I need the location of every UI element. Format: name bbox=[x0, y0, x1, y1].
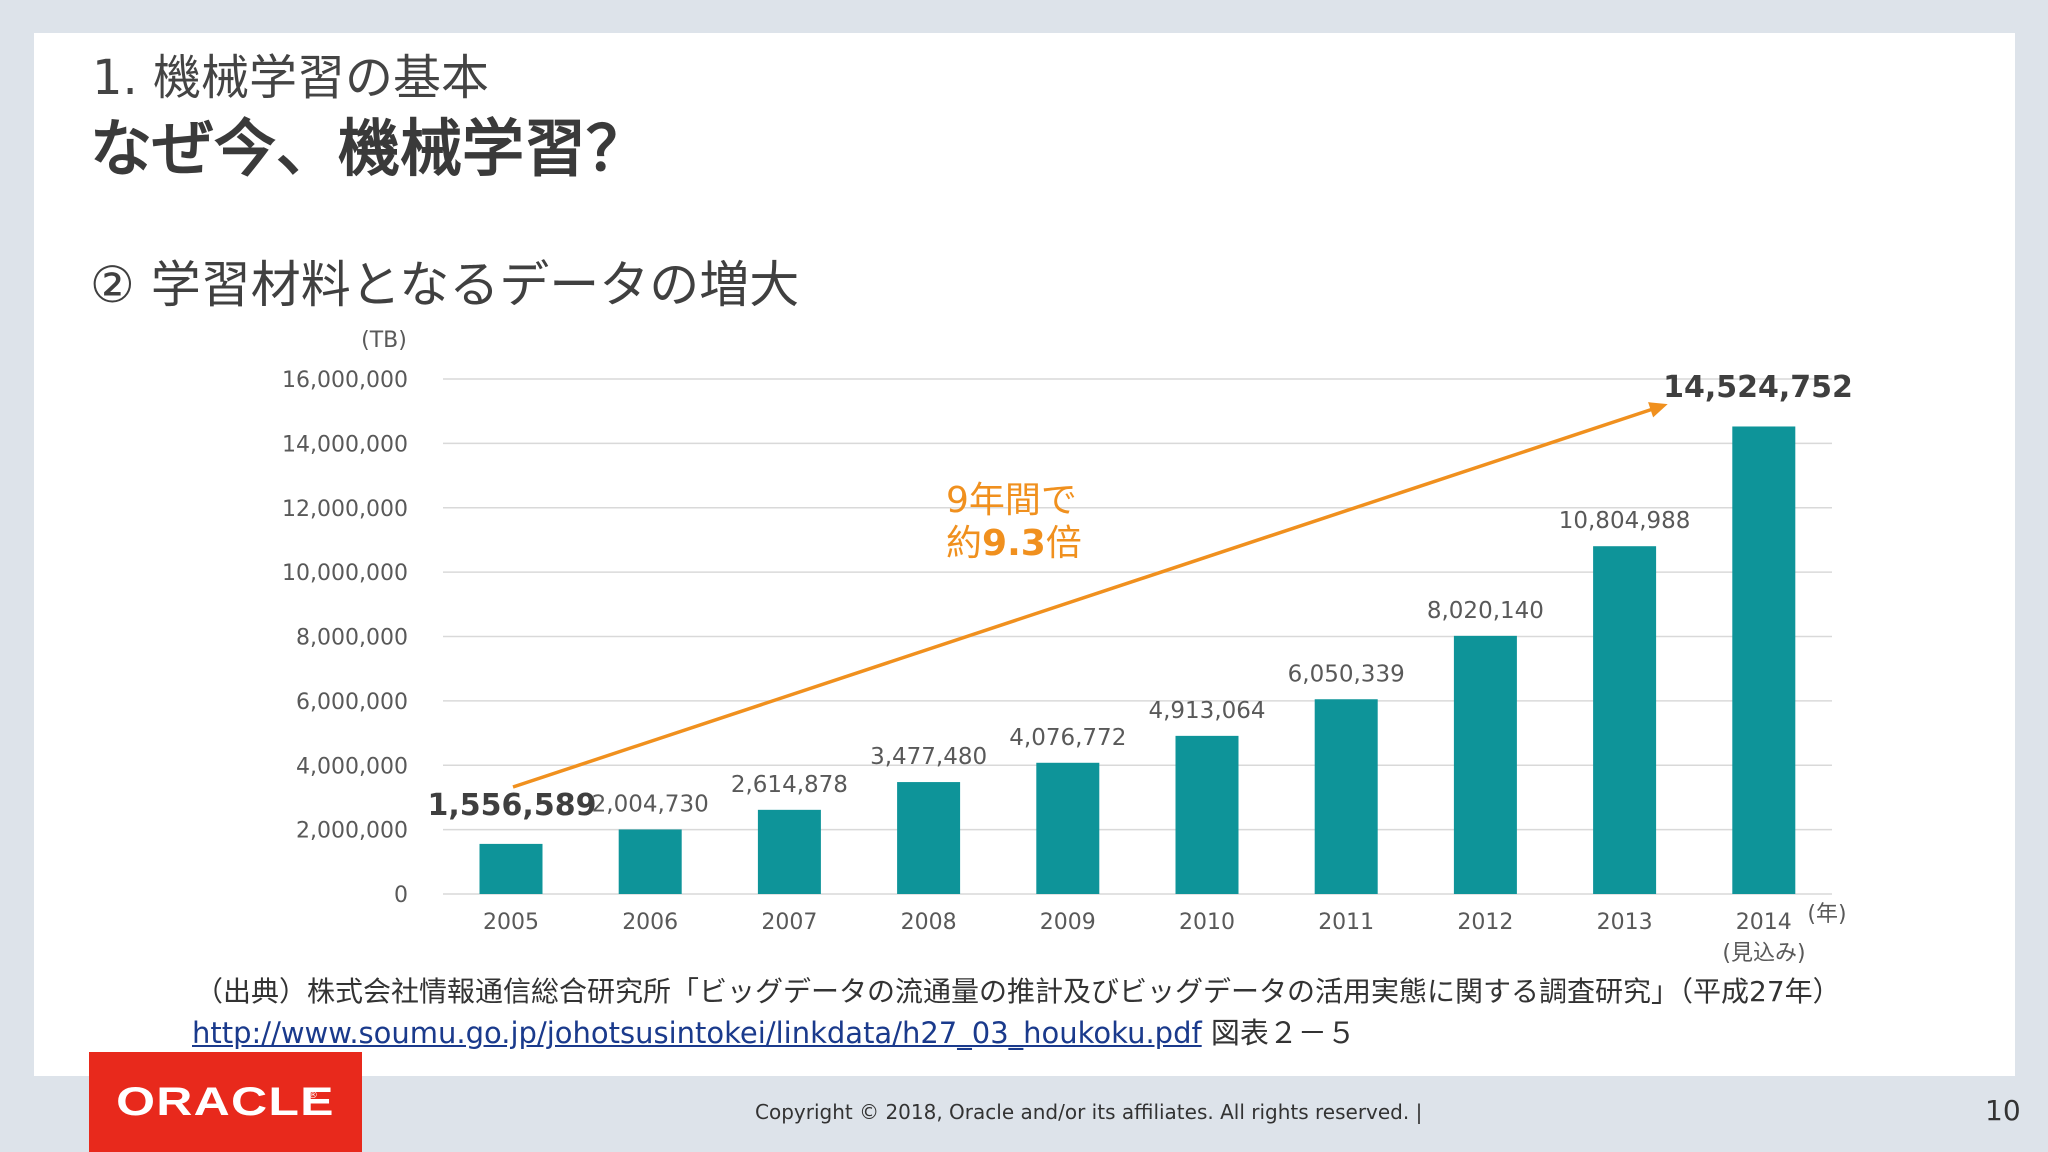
bar bbox=[1036, 762, 1100, 894]
section-title: 1. 機械学習の基本 bbox=[92, 50, 490, 106]
data-label: 14,524,752 bbox=[1663, 370, 1853, 405]
main-title: なぜ今、機械学習？ bbox=[90, 112, 649, 185]
data-label: 2,614,878 bbox=[731, 772, 848, 798]
y-axis-unit: (TB) bbox=[361, 328, 407, 353]
data-label: 1,556,589 bbox=[428, 788, 597, 823]
source-reference: http://www.soumu.go.jp/johotsusintokei/l… bbox=[192, 1010, 1356, 1052]
x-tick-label: 2012 bbox=[1457, 910, 1513, 935]
data-label: 4,913,064 bbox=[1148, 698, 1265, 724]
y-tick-label: 0 bbox=[394, 883, 408, 908]
data-label: 8,020,140 bbox=[1427, 598, 1544, 624]
slide bbox=[34, 33, 2015, 1076]
trend-arrow-head bbox=[1648, 402, 1668, 418]
data-label: 10,804,988 bbox=[1559, 508, 1691, 534]
x-tick-label: 2013 bbox=[1597, 910, 1653, 935]
bar bbox=[897, 782, 961, 894]
bar bbox=[1453, 635, 1517, 894]
category-note: (見込み) bbox=[1722, 941, 1805, 966]
y-tick-label: 8,000,000 bbox=[296, 626, 408, 651]
x-tick-label: 2006 bbox=[622, 910, 678, 935]
bar bbox=[757, 809, 821, 894]
x-axis-unit: (年) bbox=[1807, 902, 1846, 927]
x-tick-label: 2010 bbox=[1179, 910, 1235, 935]
oracle-logo: ORACLE ® bbox=[89, 1052, 362, 1152]
registered-mark: ® bbox=[308, 1090, 318, 1101]
bar bbox=[618, 829, 682, 894]
data-label: 6,050,339 bbox=[1288, 661, 1405, 687]
data-label: 4,076,772 bbox=[1009, 725, 1126, 751]
y-tick-label: 12,000,000 bbox=[282, 497, 408, 522]
slide-subtitle: ② 学習材料となるデータの増大 bbox=[90, 256, 800, 314]
trend-arrow-line bbox=[512, 404, 1663, 789]
x-tick-label: 2009 bbox=[1040, 910, 1096, 935]
x-tick-label: 2007 bbox=[761, 910, 817, 935]
y-tick-label: 14,000,000 bbox=[282, 432, 408, 457]
page-number: 10 bbox=[1985, 1094, 2021, 1127]
x-tick-label: 2014 bbox=[1736, 910, 1792, 935]
x-tick-label: 2011 bbox=[1318, 910, 1374, 935]
data-label: 2,004,730 bbox=[592, 791, 709, 817]
bar bbox=[1175, 735, 1239, 894]
bar bbox=[1593, 546, 1657, 894]
source-citation: （出典）株式会社情報通信総合研究所「ビッグデータの流通量の推計及びビッグデータの… bbox=[195, 975, 1841, 1008]
y-tick-label: 4,000,000 bbox=[296, 754, 408, 779]
bar bbox=[1314, 699, 1378, 894]
y-tick-label: 6,000,000 bbox=[296, 690, 408, 715]
bar bbox=[479, 843, 543, 894]
growth-annotation-line2: 約9.3倍 bbox=[946, 523, 1082, 564]
copyright-notice: Copyright © 2018, Oracle and/or its affi… bbox=[755, 1100, 1423, 1124]
growth-annotation-line1: 9年間で bbox=[946, 480, 1077, 521]
x-tick-label: 2008 bbox=[901, 910, 957, 935]
oracle-logo-text: ORACLE bbox=[116, 1079, 335, 1124]
data-label: 3,477,480 bbox=[870, 744, 987, 770]
y-tick-label: 16,000,000 bbox=[282, 368, 408, 393]
source-figure-ref: 図表２－５ bbox=[1201, 1016, 1356, 1050]
source-link[interactable]: http://www.soumu.go.jp/johotsusintokei/l… bbox=[192, 1016, 1202, 1050]
y-tick-label: 2,000,000 bbox=[296, 819, 408, 844]
y-tick-label: 10,000,000 bbox=[282, 561, 408, 586]
x-tick-label: 2005 bbox=[483, 910, 539, 935]
bar bbox=[1732, 426, 1796, 894]
